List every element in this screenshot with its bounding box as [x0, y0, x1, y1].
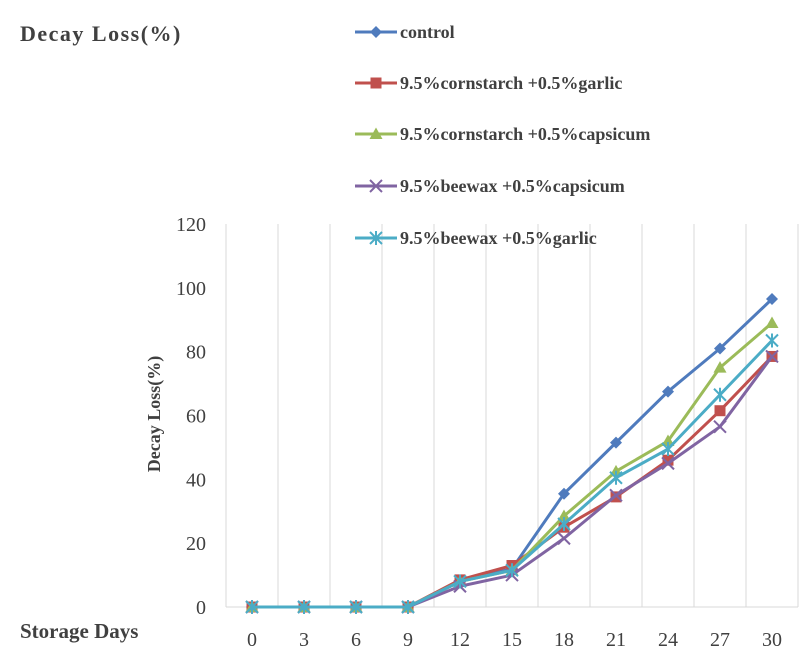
x-tick-label: 24 — [658, 629, 678, 651]
legend-entry: 9.5%cornstarch +0.5%garlic — [355, 73, 622, 93]
series-5 — [245, 333, 779, 614]
data-point — [713, 419, 727, 434]
data-point — [557, 531, 571, 546]
y-tick-label: 80 — [186, 342, 206, 364]
data-point — [369, 179, 383, 193]
data-point — [661, 434, 675, 447]
data-point — [609, 488, 623, 502]
y-tick-label: 120 — [176, 214, 206, 236]
y-axis-title: Decay Loss(%) — [144, 356, 165, 472]
legend-label: 9.5%beewax +0.5%garlic — [400, 228, 597, 248]
data-point — [765, 333, 779, 348]
data-point — [297, 600, 311, 614]
legend-entry: 9.5%cornstarch +0.5%capsicum — [355, 124, 650, 144]
y-tick-label: 100 — [176, 278, 206, 300]
x-tick-label: 6 — [351, 629, 361, 651]
x-tick-label: 12 — [450, 629, 470, 651]
x-tick-label: 9 — [403, 629, 413, 651]
legend-entry: 9.5%beewax +0.5%capsicum — [355, 176, 625, 196]
legend-label: control — [400, 22, 455, 42]
legend-entry: control — [355, 22, 455, 42]
data-point — [714, 342, 726, 355]
data-point — [662, 385, 674, 398]
y-axis-ticks: 0 20 40 60 80 100 120 — [176, 214, 206, 619]
y-tick-label: 0 — [196, 597, 206, 619]
data-point — [609, 470, 623, 485]
data-point — [661, 456, 675, 471]
x-axis-ticks: 0 3 6 9 12 15 18 21 24 27 30 — [247, 629, 782, 651]
data-point — [557, 509, 571, 522]
data-point — [369, 231, 383, 245]
legend-label: 9.5%cornstarch +0.5%capsicum — [400, 124, 650, 144]
x-tick-label: 27 — [710, 629, 730, 651]
gridlines — [225, 224, 799, 608]
data-point — [505, 563, 519, 578]
y-tick-label: 40 — [186, 469, 206, 491]
data-point — [765, 349, 779, 364]
data-point — [558, 487, 570, 500]
x-tick-label: 3 — [299, 629, 309, 651]
data-point — [453, 574, 467, 589]
data-point — [713, 361, 727, 373]
data-point — [713, 387, 727, 402]
data-point — [370, 77, 382, 89]
data-point — [662, 454, 674, 466]
data-point — [661, 442, 675, 457]
x-tick-label: 30 — [762, 629, 782, 651]
data-point — [765, 316, 779, 328]
data-point — [245, 600, 259, 614]
y-tick-label: 60 — [186, 406, 206, 428]
x-tick-label: 15 — [502, 629, 522, 651]
x-tick-label: 0 — [247, 629, 257, 651]
chart-title: Decay Loss(%) — [20, 21, 182, 46]
x-tick-label: 18 — [554, 629, 574, 651]
y-tick-label: 20 — [186, 533, 206, 555]
data-point — [369, 127, 383, 139]
legend-label: 9.5%cornstarch +0.5%garlic — [400, 73, 622, 93]
data-point — [370, 26, 382, 38]
data-point — [401, 600, 415, 614]
data-point — [766, 293, 778, 306]
data-point — [714, 405, 726, 417]
x-axis-title: Storage Days — [20, 619, 138, 643]
data-point — [349, 600, 363, 614]
data-point — [610, 436, 622, 449]
data-point — [557, 517, 571, 532]
legend-label: 9.5%beewax +0.5%capsicum — [400, 176, 625, 196]
x-tick-label: 21 — [606, 629, 626, 651]
legend-entry: 9.5%beewax +0.5%garlic — [355, 228, 597, 248]
legend: control 9.5%cornstarch +0.5%garlic 9.5%cor… — [355, 22, 650, 248]
series-group — [245, 293, 779, 614]
